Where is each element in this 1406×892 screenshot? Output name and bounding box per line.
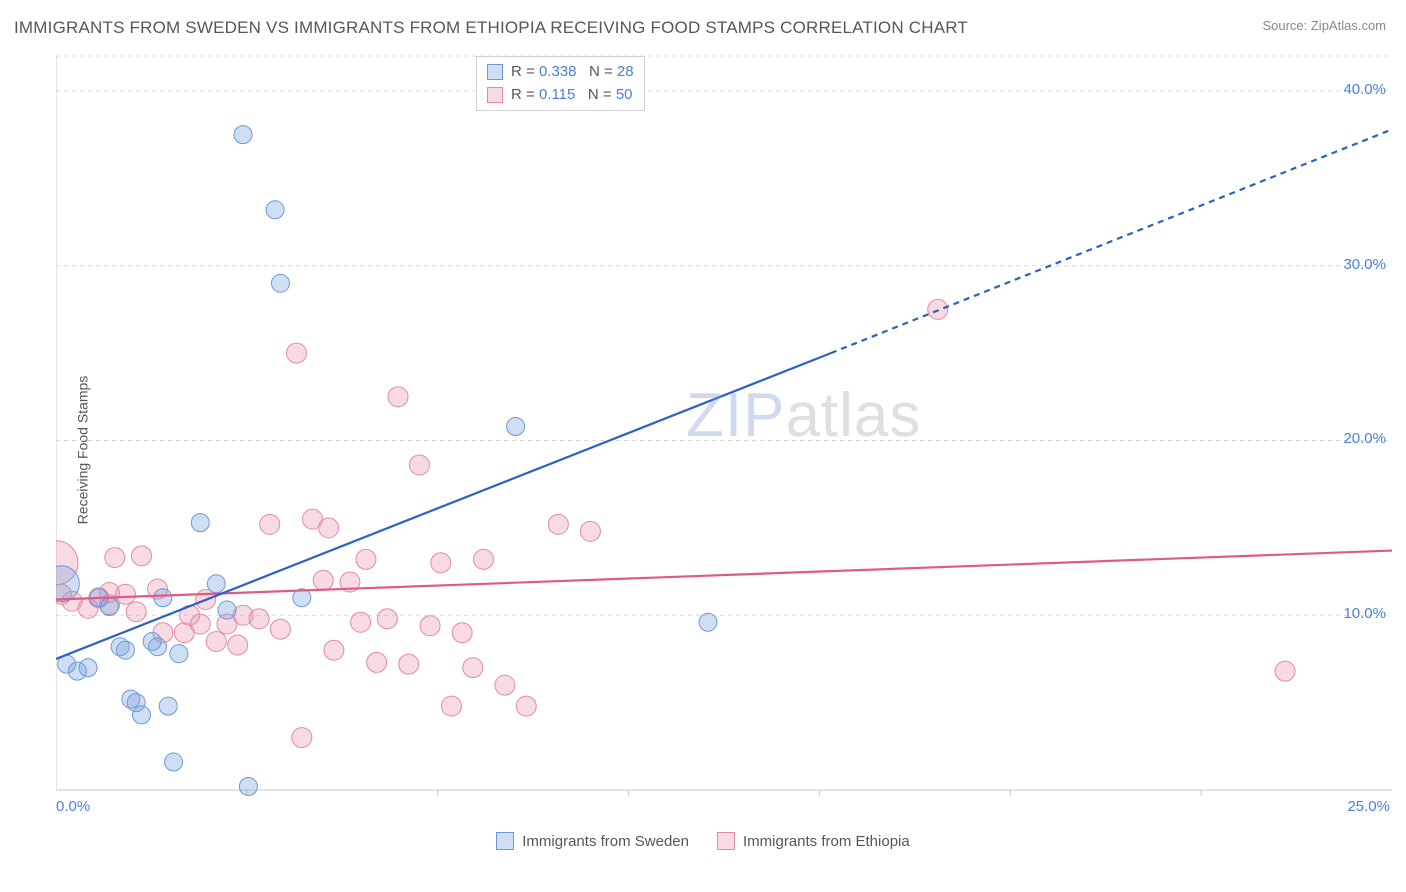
legend-swatch-sweden <box>496 832 514 850</box>
chart-title: IMMIGRANTS FROM SWEDEN VS IMMIGRANTS FRO… <box>14 18 968 38</box>
scatter-plot-svg <box>56 50 1392 820</box>
legend-stats: R = 0.338 N = 28 <box>511 61 634 84</box>
y-tick-label: 20.0% <box>1343 430 1386 447</box>
y-tick-label: 30.0% <box>1343 256 1386 273</box>
x-tick-label-right: 25.0% <box>1347 798 1390 815</box>
correlation-legend: R = 0.338 N = 28R = 0.115 N = 50 <box>476 56 645 111</box>
legend-label-sweden: Immigrants from Sweden <box>522 833 689 850</box>
plot-area: ZIPatlas R = 0.338 N = 28R = 0.115 N = 5… <box>56 50 1392 820</box>
legend-item-ethiopia: Immigrants from Ethiopia <box>717 832 910 850</box>
source-label: Source: ZipAtlas.com <box>1262 18 1386 33</box>
y-tick-label: 40.0% <box>1343 81 1386 98</box>
x-tick-label-left: 0.0% <box>56 798 90 815</box>
legend-swatch-ethiopia <box>717 832 735 850</box>
y-tick-label: 10.0% <box>1343 605 1386 622</box>
legend-stats: R = 0.115 N = 50 <box>511 84 633 107</box>
legend-label-ethiopia: Immigrants from Ethiopia <box>743 833 910 850</box>
chart-container: Receiving Food Stamps ZIPatlas R = 0.338… <box>14 50 1392 850</box>
legend-item-sweden: Immigrants from Sweden <box>496 832 689 850</box>
legend-swatch <box>487 87 503 103</box>
series-legend: Immigrants from Sweden Immigrants from E… <box>14 832 1392 850</box>
legend-swatch <box>487 64 503 80</box>
